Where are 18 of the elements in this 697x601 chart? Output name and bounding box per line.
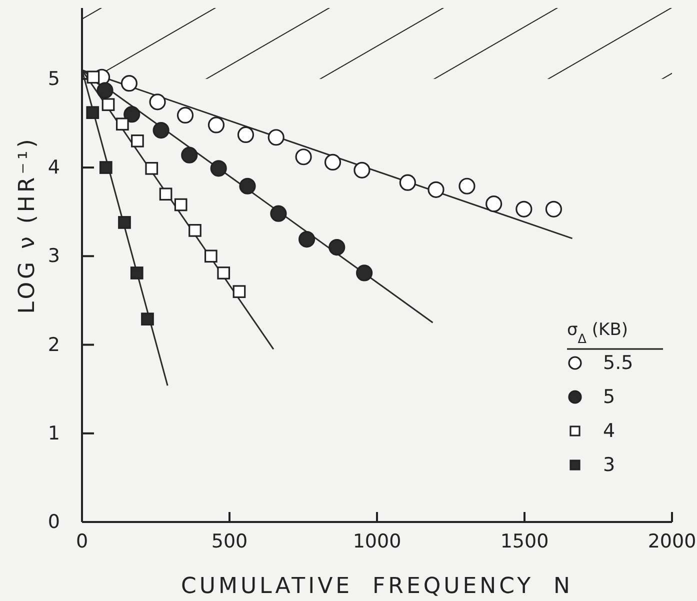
- x-axis-title: CUMULATIVE FREQUENCY N: [181, 574, 573, 599]
- y-axis-title: LOG ν (HR⁻¹): [15, 136, 40, 314]
- legend-label: 5: [603, 386, 616, 408]
- y-tick-label: 3: [48, 245, 60, 268]
- x-tick-label: 0: [76, 530, 88, 552]
- legend-title: σ$_{Δ}$ (KB): [567, 320, 628, 346]
- legend-label: 5.5: [603, 352, 634, 374]
- y-tick-label: 2: [48, 334, 60, 356]
- legend-label: 3: [603, 454, 616, 476]
- y-tick-label: 1: [48, 422, 60, 444]
- y-tick-label: 4: [48, 156, 60, 179]
- legend-label: 4: [603, 420, 616, 442]
- x-tick-label: 2000: [648, 530, 696, 552]
- x-tick-label: 500: [211, 530, 248, 552]
- y-tick-label: 0: [48, 511, 60, 534]
- x-tick-label: 1000: [352, 530, 402, 552]
- x-tick-label: 1500: [500, 530, 549, 552]
- y-tick-label: 5: [48, 68, 60, 90]
